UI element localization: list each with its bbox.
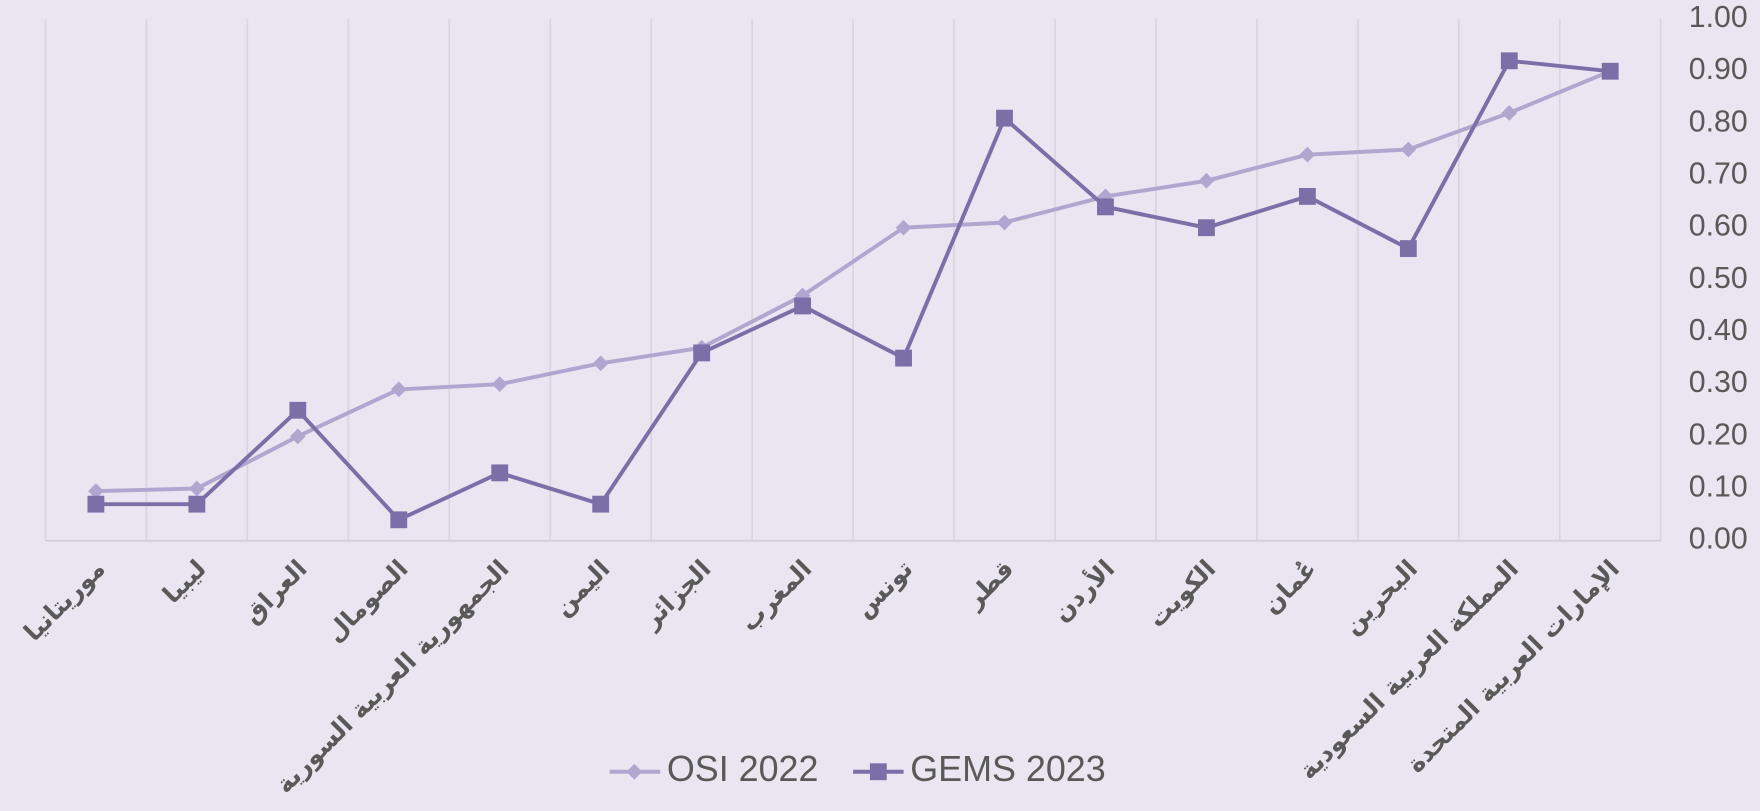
legend-marker — [626, 763, 643, 780]
marker — [390, 381, 407, 398]
y-tick-label: 0.70 — [1689, 158, 1748, 191]
marker — [390, 511, 408, 529]
marker — [1601, 62, 1619, 80]
marker — [1198, 219, 1215, 237]
marker — [592, 355, 609, 372]
y-tick-label: 0.30 — [1689, 366, 1748, 399]
marker — [996, 214, 1013, 231]
y-tick-label: 0.80 — [1689, 105, 1748, 138]
marker — [188, 495, 206, 513]
marker — [1400, 141, 1417, 158]
x-tick-label: البحرين — [1337, 554, 1423, 640]
x-tick-label: العراق — [237, 554, 312, 629]
marker — [1299, 146, 1316, 163]
marker — [592, 495, 610, 513]
marker — [289, 401, 307, 419]
series-line — [95, 69, 1611, 494]
x-tick-label: المغرب — [734, 554, 817, 637]
marker — [88, 483, 104, 499]
y-tick-label: 0.20 — [1689, 418, 1748, 451]
marker — [491, 464, 509, 482]
marker — [1399, 240, 1417, 257]
y-tick-label: 0.50 — [1689, 262, 1748, 295]
marker — [895, 349, 912, 367]
y-tick-label: 0.00 — [1689, 523, 1748, 556]
x-tick-label: الأردن — [1046, 553, 1120, 627]
legend-marker — [869, 763, 887, 781]
x-tick-label: الكويت — [1142, 554, 1222, 634]
marker — [1097, 198, 1114, 216]
y-tick-label: 0.40 — [1689, 314, 1748, 347]
marker — [491, 376, 508, 393]
x-tick-label: موريتانيا — [18, 554, 111, 647]
x-tick-label: تونس — [849, 554, 919, 624]
marker — [693, 344, 711, 362]
x-tick-label: اليمن — [548, 554, 616, 622]
series-line — [95, 58, 1611, 523]
marker — [1501, 105, 1518, 121]
y-tick-label: 1.00 — [1689, 1, 1748, 34]
marker — [289, 428, 306, 445]
marker — [1500, 52, 1518, 70]
marker — [1298, 187, 1316, 205]
x-tick-label: الجزائر — [635, 554, 716, 635]
legend-label: OSI 2022 — [667, 749, 819, 789]
y-tick-label: 0.90 — [1689, 53, 1748, 86]
x-tick-label: ليبيا — [157, 554, 212, 609]
x-tick-label: الإمارات العربية المتحدة — [1401, 554, 1625, 778]
marker — [189, 480, 205, 497]
x-tick-label: الصومال — [320, 554, 414, 648]
y-tick-label: 0.10 — [1689, 471, 1748, 504]
marker — [794, 297, 812, 315]
y-tick-label: 0.60 — [1689, 210, 1748, 243]
marker — [87, 495, 105, 513]
x-tick-label: قطر — [958, 554, 1019, 615]
x-tick-label: عُمان — [1257, 554, 1323, 620]
marker — [1198, 172, 1215, 189]
marker — [996, 109, 1013, 127]
legend-label: GEMS 2023 — [910, 749, 1105, 789]
